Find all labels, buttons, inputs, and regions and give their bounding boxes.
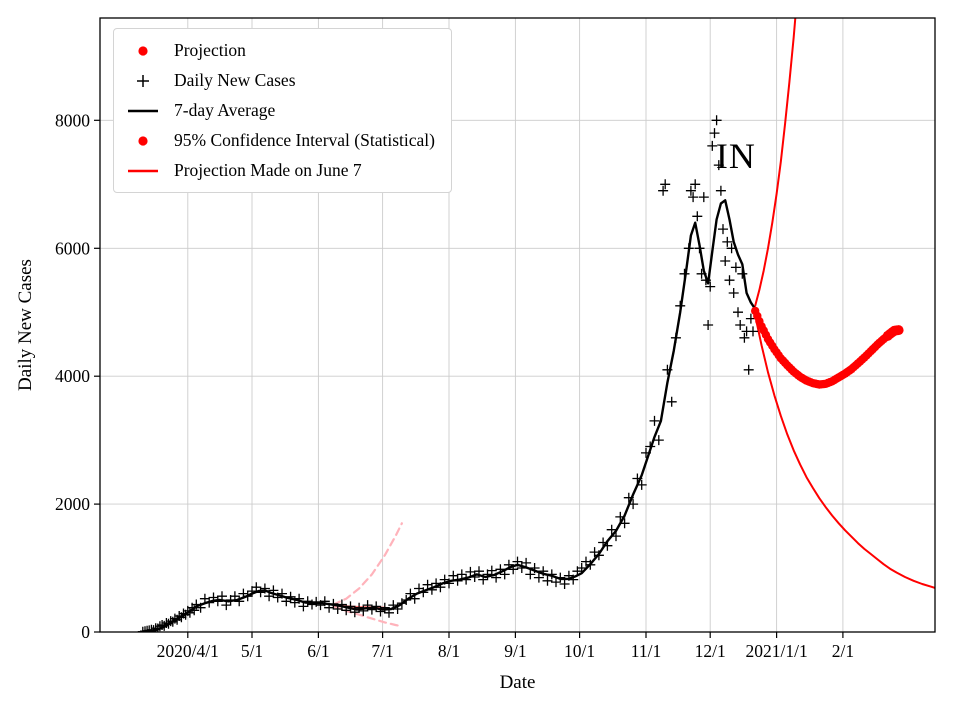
svg-text:6/1: 6/1 [307,641,329,661]
legend: Projection Daily New Cases 7-day Average 95… [113,28,452,193]
svg-text:10/1: 10/1 [564,641,595,661]
state-annotation: IN [715,135,756,176]
legend-label: Projection [174,40,246,60]
svg-text:6000: 6000 [55,238,90,258]
legend-item: Projection [124,37,435,64]
plus-marker-icon [124,72,162,90]
legend-label: Daily New Cases [174,70,296,90]
svg-text:8/1: 8/1 [438,641,460,661]
svg-text:4000: 4000 [55,366,90,386]
legend-label: 7-day Average [174,100,276,120]
dot-marker-icon [124,132,162,150]
svg-text:2000: 2000 [55,494,90,514]
legend-item: Projection Made on June 7 [124,157,435,184]
svg-text:2021/1/1: 2021/1/1 [745,641,807,661]
line-marker-icon [124,162,162,180]
svg-text:2020/4/1: 2020/4/1 [157,641,219,661]
legend-item: 7-day Average [124,97,435,124]
legend-label: Projection Made on June 7 [174,160,362,180]
legend-item: 95% Confidence Interval (Statistical) [124,127,435,154]
svg-text:5/1: 5/1 [241,641,263,661]
legend-item: Daily New Cases [124,67,435,94]
line-marker-icon [124,102,162,120]
svg-text:11/1: 11/1 [631,641,661,661]
svg-text:8000: 8000 [55,110,90,130]
x-axis-label: Date [499,672,536,693]
svg-text:7/1: 7/1 [371,641,393,661]
svg-text:12/1: 12/1 [695,641,726,661]
svg-text:2/1: 2/1 [832,641,854,661]
dot-marker-icon [124,42,162,60]
y-axis-label: Daily New Cases [15,259,36,391]
legend-label: 95% Confidence Interval (Statistical) [174,130,435,150]
svg-text:0: 0 [81,622,90,642]
svg-text:9/1: 9/1 [504,641,526,661]
